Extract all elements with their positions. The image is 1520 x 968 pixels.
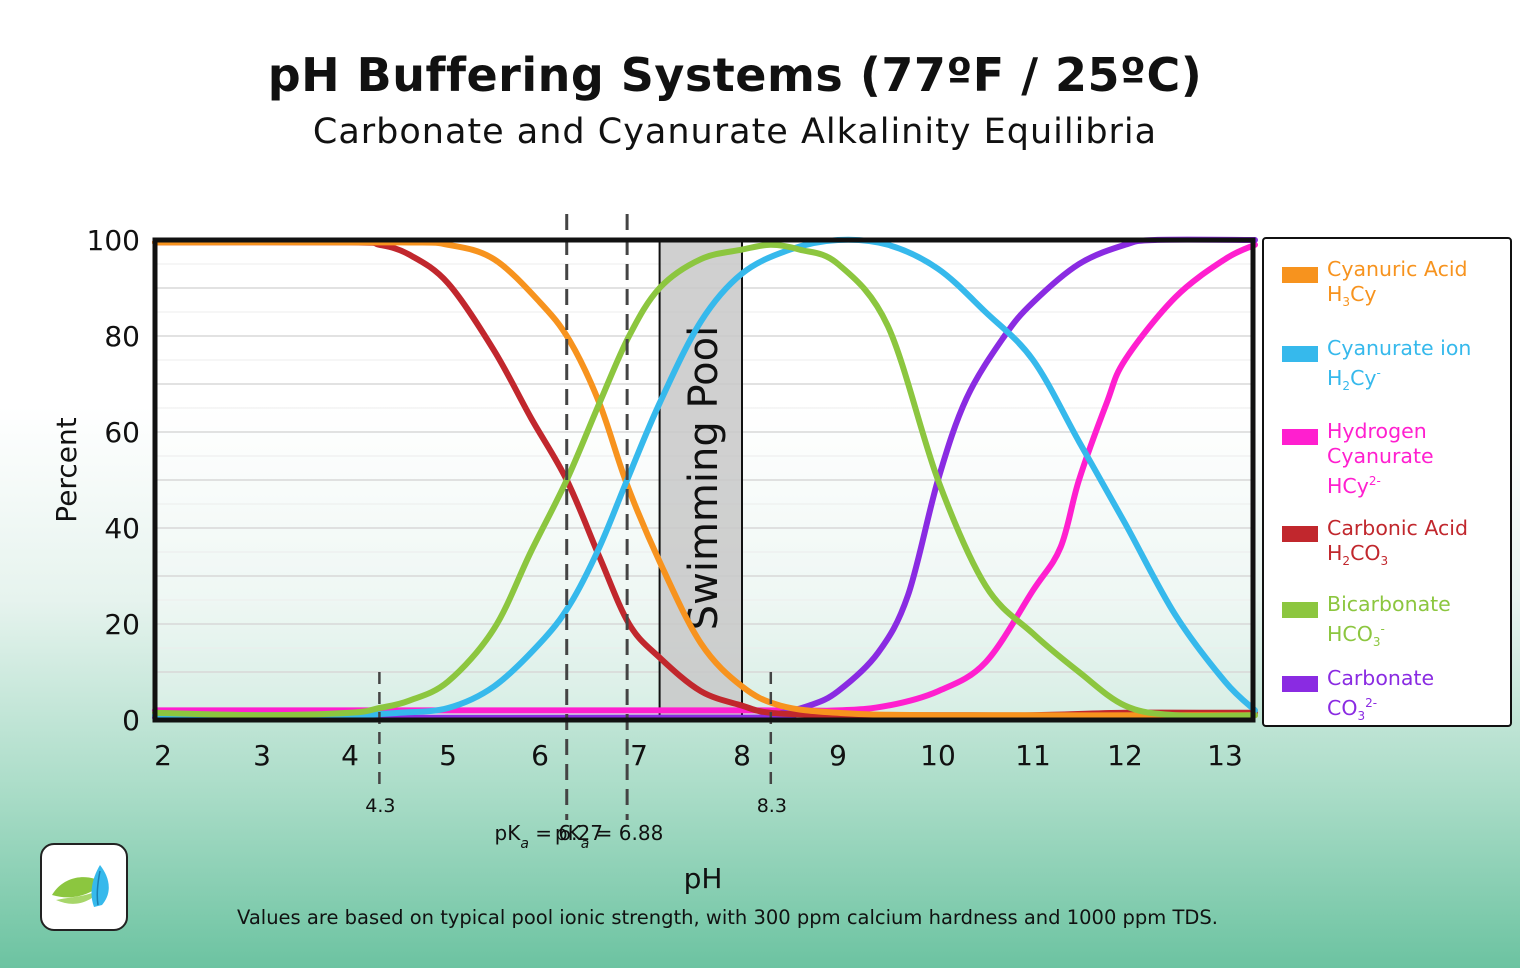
x-tick-label: 3 (253, 739, 271, 772)
swimming-pool-label: Swimming Pool (681, 326, 727, 630)
y-tick-label: 60 (104, 416, 140, 449)
chart-legend: Cyanuric Acid H3Cy Cyanurate ion H2Cy- Hydro… (1262, 237, 1512, 727)
plot-frame (152, 237, 1256, 723)
x-tick-label: 11 (1015, 739, 1051, 772)
y-axis-label: Percent (50, 417, 83, 522)
x-tick-label: 4 (341, 739, 359, 772)
leaf-logo-icon (40, 843, 128, 931)
series-line-cyanuric-acid (152, 239, 1258, 719)
footnote: Values are based on typical pool ionic s… (237, 906, 1218, 929)
legend-swatch (1282, 676, 1318, 692)
legend-label: Hydrogen Cyanurate HCy2- (1327, 419, 1434, 498)
legend-swatch (1282, 429, 1318, 445)
x-tick-label: 8 (733, 739, 751, 772)
chart-title: pH Buffering Systems (77ºF / 25ºC) (267, 48, 1203, 102)
x-axis-label: pH (684, 862, 723, 895)
legend-swatch (1282, 346, 1318, 362)
x-tick-label: 13 (1207, 739, 1243, 772)
x-tick-label: 9 (829, 739, 847, 772)
legend-label: Carbonic Acid H2CO3 (1327, 516, 1468, 569)
chart-subtitle: Carbonate and Cyanurate Alkalinity Equil… (312, 112, 1158, 152)
legend-label: Cyanuric Acid H3Cy (1327, 257, 1468, 310)
x-tick-label: 12 (1107, 739, 1143, 772)
y-tick-label: 100 (87, 224, 140, 257)
pka-label: pKa = 6.27 (495, 821, 603, 852)
legend-swatch (1282, 602, 1318, 618)
legend-label: Carbonate CO32- (1327, 666, 1435, 723)
series-line-cyanurate-ion (152, 236, 1258, 719)
legend-label: Cyanurate ion H2Cy- (1327, 336, 1472, 393)
y-tick-label: 20 (104, 608, 140, 641)
legend-swatch (1282, 267, 1318, 283)
x-tick-label: 5 (439, 739, 457, 772)
series-line-hydrogen-cyanurate (152, 241, 1258, 714)
y-tick-label: 0 (122, 704, 140, 737)
series-line-bicarbonate (152, 241, 1258, 719)
x-tick-label: 7 (630, 739, 648, 772)
ref-label-4.3: 4.3 (365, 795, 395, 817)
legend-swatch (1282, 526, 1318, 542)
ref-label-8.3: 8.3 (757, 795, 787, 817)
x-tick-label: 6 (531, 739, 549, 772)
x-tick-label: 2 (154, 739, 172, 772)
y-tick-label: 40 (104, 512, 140, 545)
x-tick-label: 10 (920, 739, 956, 772)
y-tick-label: 80 (104, 320, 140, 353)
pka-label: pKa = 6.88 (555, 821, 663, 852)
legend-label: Bicarbonate HCO3- (1327, 592, 1451, 649)
